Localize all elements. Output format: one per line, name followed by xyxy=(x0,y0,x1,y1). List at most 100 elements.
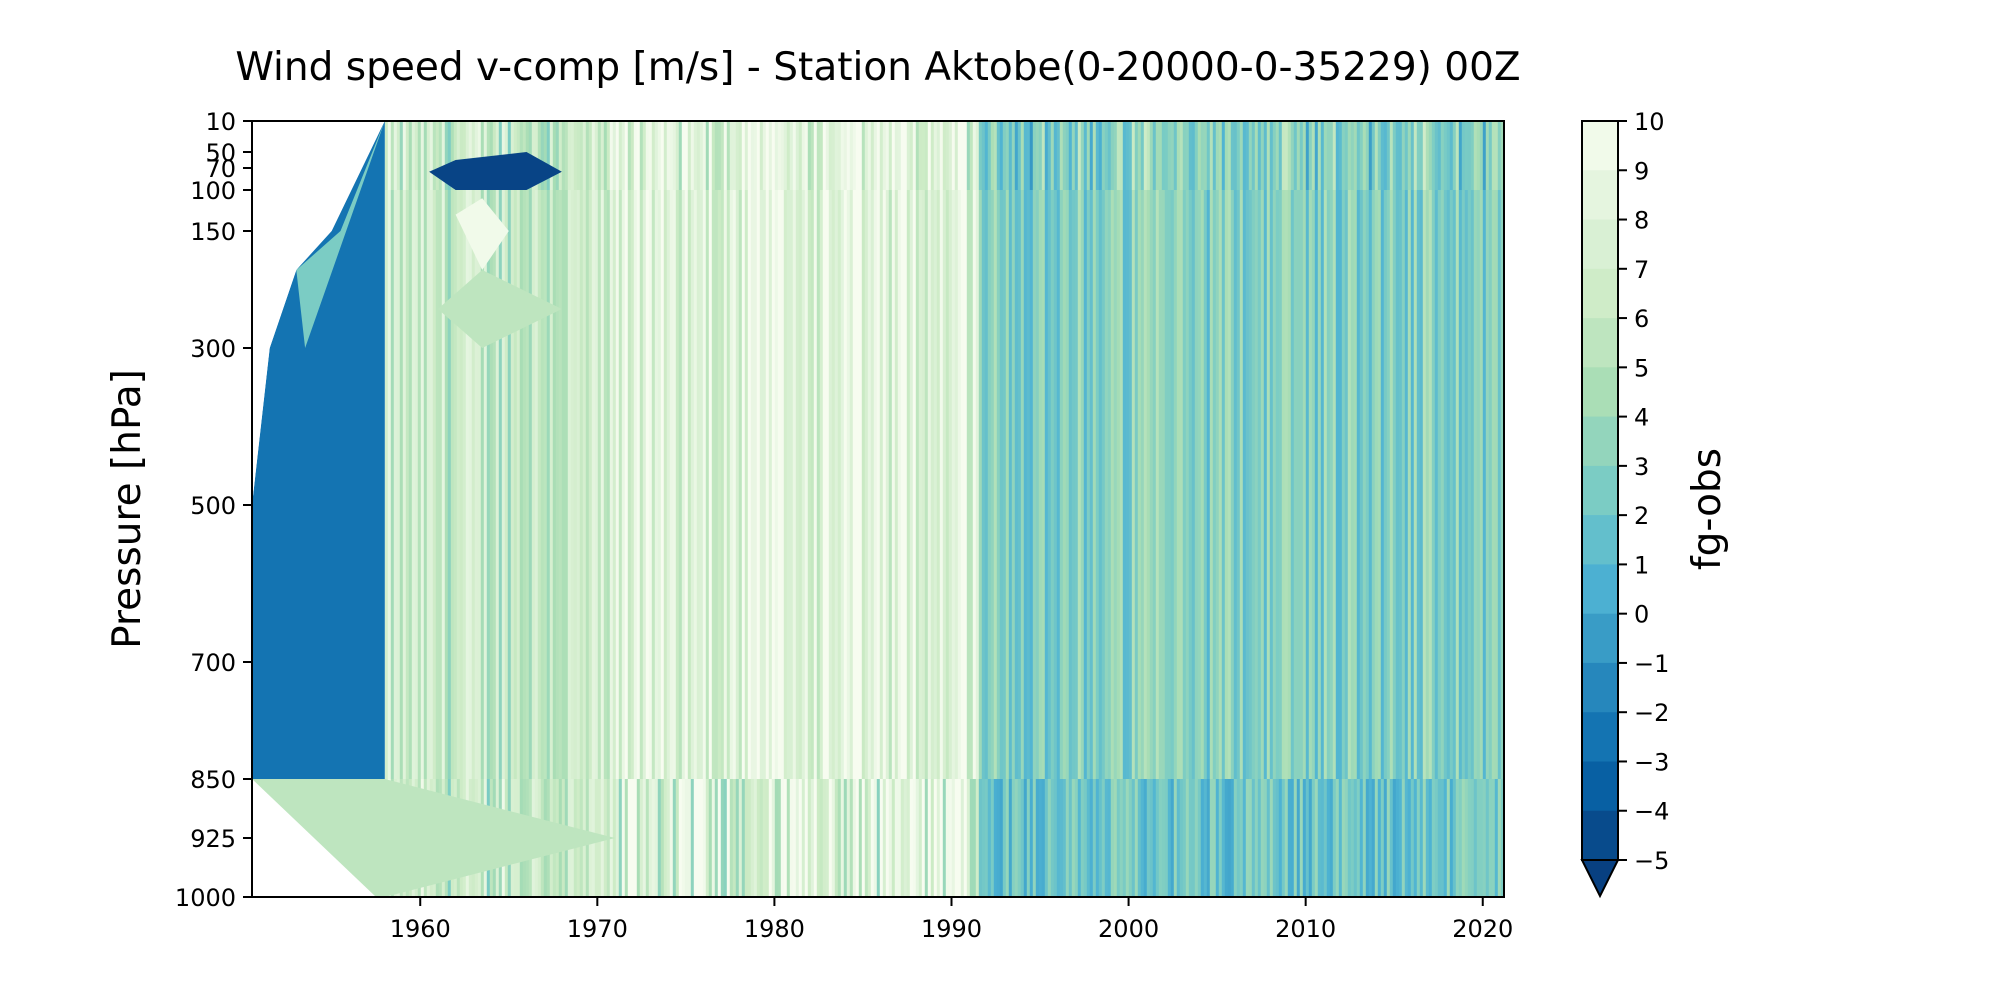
heatmap-cell xyxy=(840,779,845,897)
colorbar-label: fg-obs xyxy=(1685,448,1730,570)
heatmap-cell xyxy=(684,779,689,897)
heatmap-cell xyxy=(1314,190,1319,779)
heatmap-cell xyxy=(1248,779,1253,897)
heatmap-cell xyxy=(1326,779,1331,897)
heatmap-cell xyxy=(1236,190,1241,779)
heatmap-region xyxy=(429,152,562,190)
heatmap-cell xyxy=(1233,121,1238,190)
heatmap-cell xyxy=(897,779,902,897)
heatmap-cell xyxy=(1005,121,1010,190)
heatmap-cell xyxy=(1431,779,1436,897)
heatmap-cell xyxy=(450,121,455,190)
heatmap-cell xyxy=(849,190,854,779)
heatmap-cell xyxy=(861,121,866,190)
heatmap-cell xyxy=(1146,121,1151,190)
heatmap-cell xyxy=(1119,779,1124,897)
heatmap-cell xyxy=(606,190,611,779)
heatmap-cell xyxy=(1137,121,1142,190)
heatmap-cell xyxy=(930,121,935,190)
heatmap-cell xyxy=(1479,190,1484,779)
heatmap-cell xyxy=(1086,121,1091,190)
heatmap-cell xyxy=(1461,190,1466,779)
heatmap-cell xyxy=(1179,779,1184,897)
heatmap-cell xyxy=(1239,190,1244,779)
heatmap-cell xyxy=(1467,779,1472,897)
heatmap-cell xyxy=(852,190,857,779)
heatmap-cell xyxy=(1137,190,1142,779)
heatmap-cell xyxy=(1002,779,1007,897)
heatmap-cell xyxy=(1398,779,1403,897)
heatmap-cell xyxy=(549,190,554,779)
heatmap-cell xyxy=(1017,121,1022,190)
heatmap-cell xyxy=(1488,779,1493,897)
heatmap-cell xyxy=(1203,190,1208,779)
heatmap-cell xyxy=(681,121,686,190)
x-axis: 1960 1970 1980 1990 2000 2010 2020 xyxy=(390,897,1513,943)
heatmap-cell xyxy=(606,121,611,190)
heatmap-cell xyxy=(981,121,986,190)
heatmap-cell xyxy=(654,190,659,779)
x-tick-label: 2010 xyxy=(1275,915,1336,943)
heatmap-cell xyxy=(969,190,974,779)
heatmap-cell xyxy=(1194,121,1199,190)
heatmap-cell xyxy=(1044,190,1049,779)
heatmap-cell xyxy=(1377,190,1382,779)
heatmap-cell xyxy=(801,779,806,897)
heatmap-cell xyxy=(1386,779,1391,897)
heatmap-cell xyxy=(1407,190,1412,779)
heatmap-cell xyxy=(1362,190,1367,779)
heatmap-cell xyxy=(1401,779,1406,897)
heatmap-cell xyxy=(861,190,866,779)
heatmap-cell xyxy=(672,779,677,897)
colorbar-tick-label: −1 xyxy=(1634,650,1669,678)
heatmap-cell xyxy=(921,190,926,779)
heatmap-cell xyxy=(1191,190,1196,779)
heatmap-cell xyxy=(1422,190,1427,779)
heatmap-cell xyxy=(1245,779,1250,897)
heatmap-cell xyxy=(906,779,911,897)
heatmap-cell xyxy=(936,190,941,779)
heatmap-cell xyxy=(1371,190,1376,779)
heatmap-cell xyxy=(483,121,488,190)
heatmap-cell xyxy=(1074,121,1079,190)
heatmap-cell xyxy=(798,779,803,897)
heatmap-cell xyxy=(1185,779,1190,897)
heatmap-cell xyxy=(1071,121,1076,190)
heatmap-cell xyxy=(747,779,752,897)
heatmap-cell xyxy=(1476,121,1481,190)
heatmap-cell xyxy=(639,779,644,897)
colorbar-segment xyxy=(1582,613,1618,664)
heatmap-cell xyxy=(1500,121,1504,190)
heatmap-cell xyxy=(1434,779,1439,897)
heatmap-cell xyxy=(795,190,800,779)
colorbar-segment xyxy=(1582,662,1618,713)
heatmap-cell xyxy=(909,779,914,897)
heatmap-cell xyxy=(1143,121,1148,190)
heatmap-cell xyxy=(1287,779,1292,897)
heatmap-cell xyxy=(396,190,401,779)
heatmap-cell xyxy=(534,190,539,779)
heatmap-cell xyxy=(789,121,794,190)
heatmap-cell xyxy=(738,190,743,779)
heatmap-cell xyxy=(1095,190,1100,779)
heatmap-cell xyxy=(891,779,896,897)
heatmap-cell xyxy=(1365,121,1370,190)
heatmap-cell xyxy=(984,121,989,190)
heatmap-cell xyxy=(924,779,929,897)
heatmap-cell xyxy=(1062,121,1067,190)
heatmap-cell xyxy=(1068,190,1073,779)
heatmap-cell xyxy=(1353,190,1358,779)
heatmap-cell xyxy=(858,121,863,190)
heatmap-cell xyxy=(672,121,677,190)
heatmap-cell xyxy=(1020,121,1025,190)
heatmap-cell xyxy=(711,190,716,779)
heatmap-cell xyxy=(1131,779,1136,897)
heatmap-cell xyxy=(1017,779,1022,897)
heatmap-cell xyxy=(828,121,833,190)
heatmap-cell xyxy=(1386,190,1391,779)
heatmap-cell xyxy=(972,779,977,897)
heatmap-cell xyxy=(1413,190,1418,779)
heatmap-cell xyxy=(1173,190,1178,779)
heatmap-cell xyxy=(978,779,983,897)
y-tick-label: 100 xyxy=(190,177,236,205)
